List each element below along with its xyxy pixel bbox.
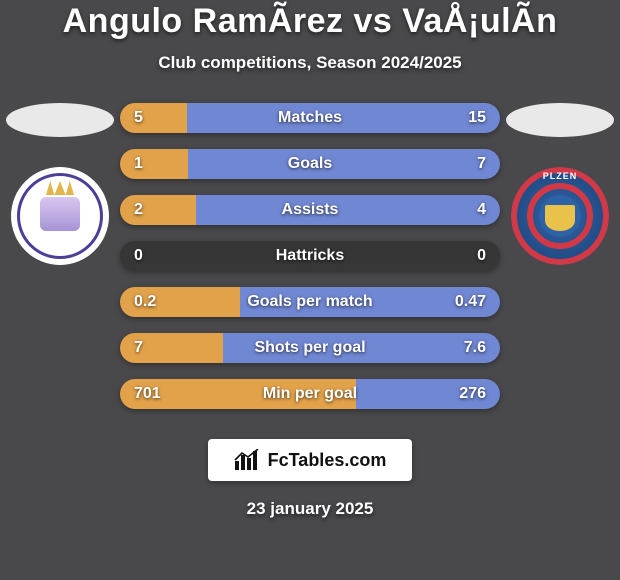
stat-row: 17Goals [120, 149, 500, 179]
left-player-silhouette [6, 103, 114, 137]
stat-value-right: 0 [463, 241, 500, 271]
stat-row: 0 0Hattricks [120, 241, 500, 271]
date-text: 23 january 2025 [247, 499, 374, 519]
crest-crown-icon [46, 181, 74, 195]
stats-bars: 515Matches 17Goals 24Assists 0 0Hattricks 0.2… [120, 103, 500, 409]
stat-bar-left [120, 287, 240, 317]
stat-bar-right [188, 149, 500, 179]
stat-row: 77.6Shots per goal [120, 333, 500, 363]
bars-chart-icon [234, 449, 260, 471]
crest-center-shield [545, 205, 575, 231]
right-club-crest: PLZEN [511, 167, 609, 265]
right-player-silhouette [506, 103, 614, 137]
comparison-container: Angulo RamÃ­rez vs VaÅ¡ulÃ­n Club compet… [0, 0, 620, 580]
crest-center-shield [40, 197, 80, 231]
stat-value-left: 0 [120, 241, 157, 271]
stat-bar-left [120, 379, 356, 409]
stat-bar-left [120, 195, 196, 225]
stat-row: 515Matches [120, 103, 500, 133]
left-player-column [0, 103, 120, 265]
footer: FcTables.com 23 january 2025 [0, 439, 620, 519]
main-area: 515Matches 17Goals 24Assists 0 0Hattricks 0.2… [0, 103, 620, 409]
stat-bar-right [223, 333, 500, 363]
crest-text: PLZEN [511, 171, 609, 181]
stat-row: 0.20.47Goals per match [120, 287, 500, 317]
stat-label: Hattricks [120, 241, 500, 271]
stat-bar-left [120, 149, 188, 179]
left-club-crest [11, 167, 109, 265]
right-player-column: PLZEN [500, 103, 620, 265]
stat-bar-right [196, 195, 500, 225]
stat-bar-right [187, 103, 501, 133]
stat-bar-left [120, 103, 187, 133]
page-title: Angulo RamÃ­rez vs VaÅ¡ulÃ­n [0, 2, 620, 41]
stat-bar-left [120, 333, 223, 363]
stat-bar-right [240, 287, 500, 317]
subtitle: Club competitions, Season 2024/2025 [0, 53, 620, 73]
stat-bar-right [356, 379, 500, 409]
branding-text: FcTables.com [268, 450, 387, 471]
stat-row: 701276Min per goal [120, 379, 500, 409]
branding-badge: FcTables.com [208, 439, 413, 481]
stat-row: 24Assists [120, 195, 500, 225]
